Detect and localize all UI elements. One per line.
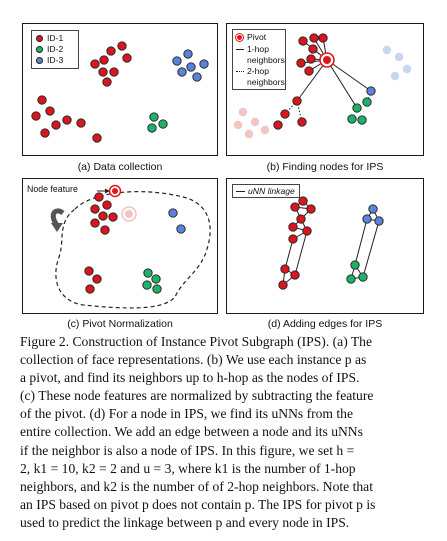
node-feature-label: Node feature	[27, 184, 78, 194]
panel-d-graph	[278, 196, 384, 290]
id3-node	[183, 49, 193, 59]
panel-a-scatter	[31, 41, 209, 143]
panel-a-data-collection: ID-1 ID-2 ID-3	[22, 23, 218, 156]
panel-c-caption: (c) Pivot Normalization	[67, 318, 173, 330]
id3-node	[177, 67, 187, 77]
id3-node	[172, 56, 182, 66]
id1-node	[40, 128, 50, 138]
panel-c-pivot-normalization: Node feature	[22, 178, 218, 314]
id1-node	[51, 120, 61, 130]
dotted-line-icon	[236, 71, 244, 72]
green-dot-icon	[36, 46, 43, 53]
legend-row-id1: ID-1	[36, 33, 74, 44]
panel-a-legend: ID-1 ID-2 ID-3	[31, 30, 79, 69]
panel-b-legend: Pivot 1-hop neighbors 2-hop neighbors	[232, 29, 286, 90]
blue-dot-icon	[36, 57, 43, 64]
id1-node	[31, 111, 41, 121]
id3-node	[186, 62, 196, 72]
id1-node	[102, 77, 112, 87]
id1-node	[90, 59, 100, 69]
id1-node	[117, 41, 127, 51]
id1-node	[76, 118, 86, 128]
id2-node	[149, 112, 159, 122]
legend-row-id3: ID-3	[36, 55, 74, 66]
id1-node	[62, 115, 72, 125]
id1-node	[98, 67, 108, 77]
solid-line-icon	[236, 49, 244, 50]
panel-d-caption: (d) Adding edges for IPS	[267, 318, 383, 330]
id1-node	[109, 67, 119, 77]
id1-node	[92, 133, 102, 143]
id2-node	[147, 123, 157, 133]
panel-b-caption: (b) Finding nodes for IPS	[266, 161, 384, 173]
id1-node	[45, 106, 55, 116]
red-dot-icon	[36, 35, 43, 42]
solid-line-icon	[236, 191, 245, 192]
panel-c-graph	[50, 184, 211, 309]
id1-node	[37, 95, 47, 105]
panel-d-adding-edges: uNN linkage	[226, 178, 424, 314]
figure-caption: Figure 2. Construction of Instance Pivot…	[20, 334, 376, 530]
id3-node	[192, 72, 202, 82]
panel-b-graph	[233, 33, 412, 139]
id3-node	[199, 59, 209, 69]
panel-a-caption: (a) Data collection	[77, 161, 163, 173]
id2-node	[158, 119, 168, 129]
panel-d-legend: uNN linkage	[232, 184, 300, 198]
id1-node	[99, 55, 109, 65]
legend-row-id2: ID-2	[36, 44, 74, 55]
panel-b-finding-nodes: Pivot 1-hop neighbors 2-hop neighbors	[226, 23, 424, 156]
id1-node	[106, 46, 116, 56]
pivot-icon	[235, 33, 244, 42]
id1-node	[122, 53, 132, 63]
